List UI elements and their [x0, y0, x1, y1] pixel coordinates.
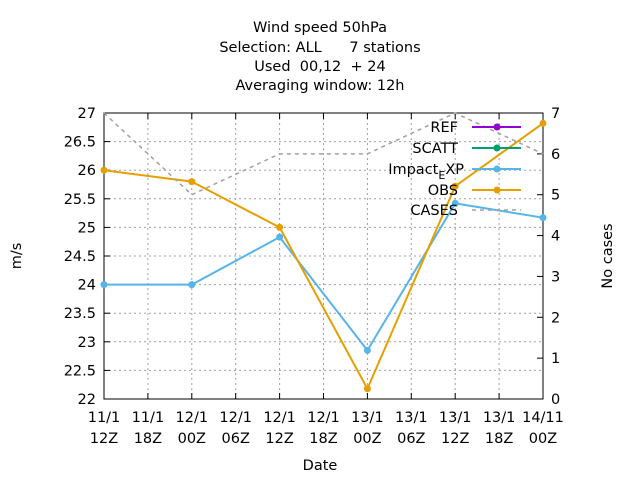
x-tick-label-date: 13/1	[351, 410, 384, 426]
impact-exp-point	[188, 281, 196, 289]
y-tick-label: 24	[78, 278, 96, 294]
impact-exp-point	[451, 199, 459, 207]
legend-label-scatt: SCATT	[412, 141, 458, 157]
x-tick-label-hour: 00Z	[178, 431, 206, 447]
x-tick-label-hour: 18Z	[134, 431, 162, 447]
x-tick-label-date: 12/1	[176, 410, 209, 426]
x-tick-label-hour: 12Z	[90, 431, 118, 447]
y-tick-label: 26.5	[64, 135, 96, 151]
chart-title: Wind speed 50hPa Selection: ALL 7 statio…	[219, 20, 420, 94]
legend-marker-impact-exp	[493, 165, 501, 173]
x-tick-label-hour: 18Z	[309, 431, 337, 447]
y-axis-label: m/s	[9, 243, 25, 270]
obs-point	[451, 182, 459, 190]
y-tick-label: 27	[78, 106, 96, 122]
impact-exp-point	[100, 281, 108, 289]
obs-point	[539, 119, 547, 127]
plot-border	[103, 112, 544, 400]
y2-axis-label: No cases	[600, 223, 616, 288]
x-axis-label: Date	[303, 458, 338, 474]
title-line-3: Used 00,12 + 24	[254, 59, 385, 75]
x-tick-label-date: 13/1	[395, 410, 428, 426]
x-tick-label-date: 12/1	[219, 410, 252, 426]
y-tick-label: 24.5	[64, 249, 96, 265]
y2-tick-label: 6	[551, 147, 560, 163]
y-tick-label: 23.5	[64, 306, 96, 322]
y-tick-label: 22.5	[64, 363, 96, 379]
series-layer	[100, 112, 547, 393]
y-tick-label: 22	[78, 392, 96, 408]
x-tick-label-date: 12/1	[307, 410, 340, 426]
y-tick-label: 25	[78, 220, 96, 236]
axes: 11/1 12Z 11/1 18Z 12/1 00Z 12/1 06Z 12/1 12Z 12/1 1…	[64, 106, 564, 447]
obs-point	[188, 178, 196, 186]
x-tick-label-date: 13/1	[439, 410, 472, 426]
impact-exp-point	[276, 233, 284, 241]
x-tick-label-hour: 18Z	[485, 431, 513, 447]
y2-tick-label: 4	[551, 229, 560, 245]
x-tick-label-hour: 00Z	[353, 431, 381, 447]
y2-tick-label: 5	[551, 188, 560, 204]
x-tick-label-hour: 06Z	[397, 431, 425, 447]
legend-label-obs: OBS	[428, 183, 458, 199]
obs-point	[100, 166, 108, 174]
title-line-2: Selection: ALL 7 stations	[219, 40, 420, 56]
x-tick-label-hour: 12Z	[265, 431, 293, 447]
title-line-1: Wind speed 50hPa	[253, 20, 387, 36]
y-tick-label: 25.5	[64, 192, 96, 208]
x-tick-label-hour: 12Z	[441, 431, 469, 447]
y2-tick-label: 3	[551, 269, 560, 285]
y2-tick-label: 0	[551, 392, 560, 408]
impact-exp-point	[539, 214, 547, 222]
x-tick-label-date: 13/1	[483, 410, 516, 426]
y2-tick-label: 1	[551, 351, 560, 367]
obs-line	[103, 122, 544, 391]
legend-label-ref: REF	[430, 120, 458, 136]
legend-label-impact-exp: ImpactEXP	[388, 162, 464, 182]
y-tick-label: 23	[78, 335, 96, 351]
obs-point	[363, 385, 371, 393]
x-tick-label-date: 12/1	[263, 410, 296, 426]
legend-marker-ref	[493, 123, 501, 131]
y-tick-label: 26	[78, 163, 96, 179]
obs-point	[276, 223, 284, 231]
x-tick-label-date: 11/1	[88, 410, 121, 426]
title-line-4: Averaging window: 12h	[235, 78, 404, 94]
legend-marker-scatt	[493, 144, 501, 152]
x-tick-label-hour: 06Z	[222, 431, 250, 447]
x-tick-label-date: 11/1	[132, 410, 165, 426]
y2-tick-label: 2	[551, 310, 560, 326]
y2-tick-label: 7	[551, 106, 560, 122]
x-tick-label-date: 14/11	[522, 410, 564, 426]
impact-exp-line	[104, 202, 544, 353]
cases-line	[103, 112, 544, 196]
x-tick-label-hour: 00Z	[529, 431, 557, 447]
impact-exp-point	[363, 346, 371, 354]
grid	[104, 113, 543, 399]
legend-label-cases: CASES	[410, 203, 458, 219]
legend-marker-obs	[493, 186, 501, 194]
